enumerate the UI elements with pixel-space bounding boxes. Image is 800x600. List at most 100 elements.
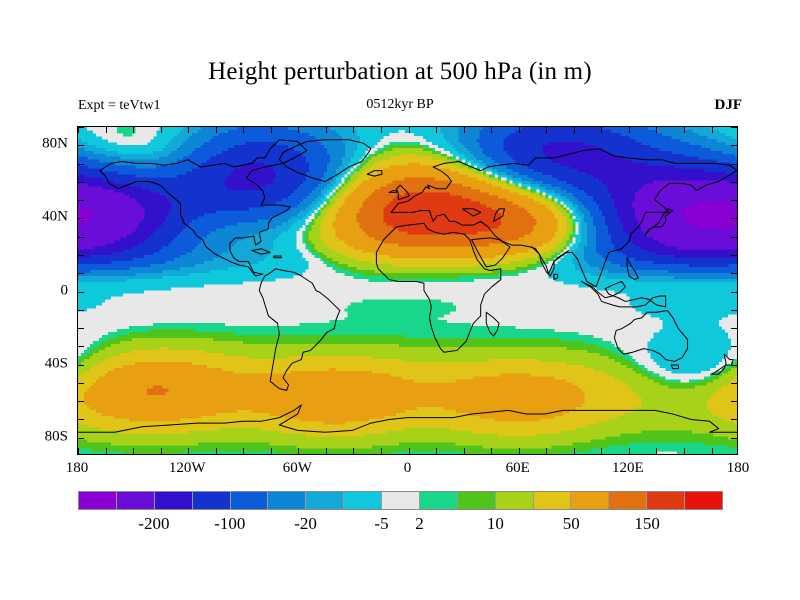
x-tick: [408, 448, 410, 454]
x-tick: [656, 448, 658, 454]
x-tick-top: [546, 127, 548, 133]
x-tick: [325, 448, 327, 454]
x-tick-top: [215, 127, 217, 133]
y-tick-right: [731, 437, 737, 439]
x-tick: [105, 448, 107, 454]
y-tick: [78, 382, 84, 384]
season-label: DJF: [714, 97, 743, 113]
x-tick: [188, 448, 190, 454]
y-tick-right: [731, 364, 737, 366]
colorbar-cell: [344, 492, 382, 509]
x-axis-label: 120E: [611, 460, 644, 476]
colorbar-cell: [495, 492, 534, 509]
x-tick-top: [270, 127, 272, 133]
y-tick-right: [731, 200, 737, 202]
x-tick-top: [683, 127, 685, 133]
x-tick-top: [656, 127, 658, 133]
x-tick: [601, 448, 603, 454]
y-tick: [78, 309, 84, 311]
y-tick-right: [731, 401, 737, 403]
x-tick: [270, 448, 272, 454]
x-tick: [353, 448, 355, 454]
y-tick: [78, 273, 84, 275]
y-tick: [78, 291, 84, 293]
x-axis-label: 0: [403, 460, 412, 476]
colorbar-cell: [609, 492, 648, 509]
y-tick: [78, 401, 84, 403]
colorbar-tick-label: -20: [294, 514, 317, 533]
colorbar-cell: [571, 492, 610, 509]
y-tick: [78, 145, 84, 147]
x-tick-top: [353, 127, 355, 133]
colorbar-tick-label: -200: [138, 514, 170, 533]
x-tick: [215, 448, 217, 454]
x-tick: [243, 448, 245, 454]
y-tick-right: [731, 181, 737, 183]
x-tick-top: [408, 127, 410, 133]
colorbar-cell: [685, 492, 722, 509]
x-tick-top: [188, 127, 190, 133]
x-tick-top: [711, 127, 713, 133]
x-tick-top: [105, 127, 107, 133]
y-tick-right: [731, 163, 737, 165]
x-axis-label: 180: [726, 460, 750, 476]
y-tick: [78, 364, 84, 366]
y-tick-right: [731, 419, 737, 421]
y-axis-label: 0: [60, 282, 69, 298]
x-tick-top: [133, 127, 135, 133]
experiment-label: Expt = teVtw1: [78, 98, 161, 113]
colorbar-cell: [419, 492, 458, 509]
x-tick-top: [381, 127, 382, 133]
map-plot-area: [77, 126, 738, 455]
colorbar-cell: [382, 492, 420, 509]
x-tick: [298, 448, 300, 454]
colorbar-cell: [79, 492, 117, 509]
x-tick-top: [160, 127, 162, 133]
x-tick-top: [436, 127, 437, 133]
colorbar-cell: [533, 492, 572, 509]
y-tick: [78, 200, 84, 202]
x-tick-top: [463, 127, 465, 133]
contour-field: [78, 127, 737, 454]
colorbar-tick-label: 150: [634, 514, 660, 533]
x-tick: [381, 448, 382, 454]
y-tick: [78, 218, 84, 220]
y-tick-right: [731, 328, 737, 330]
y-tick: [78, 346, 84, 348]
x-tick: [78, 448, 79, 454]
x-tick: [628, 448, 630, 454]
colorbar-cell: [306, 492, 345, 509]
x-tick-top: [601, 127, 603, 133]
colorbar-tick-label: 50: [562, 514, 580, 533]
colorbar-tick-label: 2: [415, 514, 424, 533]
colorbar-cell: [116, 492, 155, 509]
x-tick: [518, 448, 520, 454]
y-tick-right: [731, 127, 737, 128]
x-tick-top: [491, 127, 493, 133]
x-tick: [546, 448, 548, 454]
y-tick: [78, 437, 84, 439]
colorbar-cell: [457, 492, 496, 509]
x-tick-top: [325, 127, 327, 133]
x-axis-label: 120W: [168, 460, 206, 476]
x-tick: [683, 448, 685, 454]
x-axis-label: 60W: [282, 460, 312, 476]
y-tick: [78, 254, 84, 256]
y-axis-label: 40S: [44, 355, 68, 372]
figure-subtitle: 0512kyr BP: [366, 97, 434, 112]
y-tick-right: [731, 346, 737, 348]
y-tick: [78, 127, 84, 128]
colorbar-cell: [230, 492, 269, 509]
colorbar-tick-label: -100: [214, 514, 246, 533]
colorbar: [78, 491, 723, 510]
y-tick: [78, 419, 84, 421]
x-tick-top: [628, 127, 630, 133]
y-tick-right: [731, 218, 737, 220]
y-tick-right: [731, 382, 737, 384]
y-tick: [78, 328, 84, 330]
colorbar-cell: [154, 492, 193, 509]
colorbar-tick-label: -5: [374, 514, 389, 533]
y-axis-label: 80N: [42, 135, 68, 152]
y-tick-right: [731, 145, 737, 147]
